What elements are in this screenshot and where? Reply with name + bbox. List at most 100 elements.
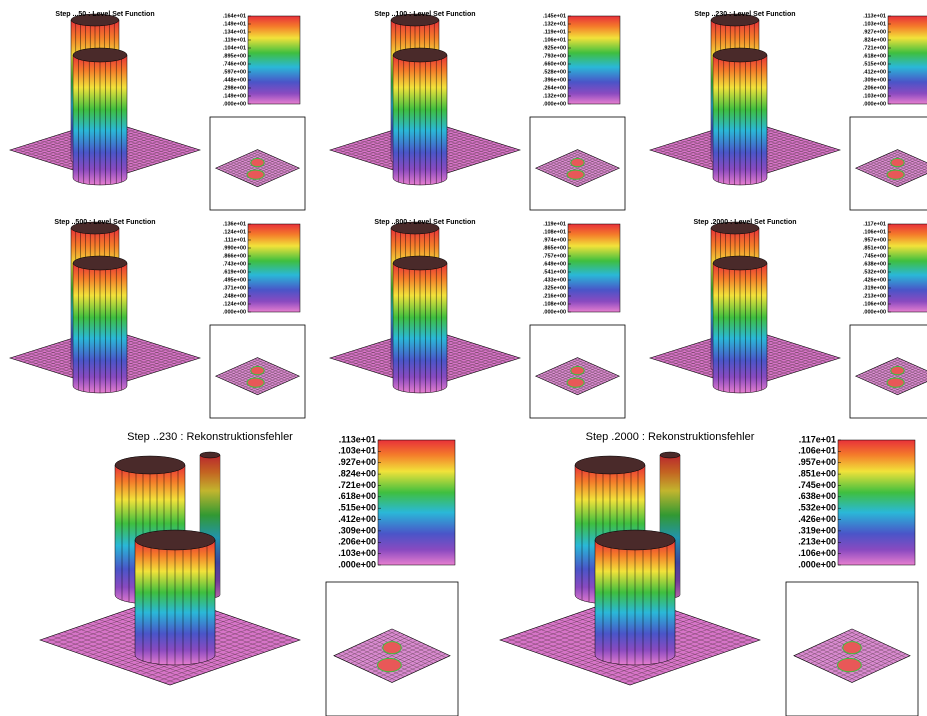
panel-title: Step ...50 : Level Set Function [55, 11, 154, 18]
colorbar-label: .619e+00 [223, 269, 246, 275]
surface-top [73, 48, 127, 62]
colorbar-label: .103e+01 [338, 446, 376, 456]
colorbar-label: .412e+00 [338, 514, 376, 524]
panel: Step .2000 : Level Set Function.117e+01.… [650, 219, 927, 418]
colorbar-label: .866e+00 [223, 253, 246, 259]
colorbar-label: .957e+00 [798, 457, 836, 467]
surface-top [660, 452, 680, 458]
colorbar-label: .106e+00 [863, 301, 886, 307]
colorbar [888, 224, 927, 312]
colorbar-label: .103e+01 [863, 21, 886, 27]
colorbar-label: .206e+00 [863, 85, 886, 91]
inset-blob [247, 170, 264, 179]
colorbar-label: .396e+00 [543, 77, 566, 83]
colorbar-label: .426e+00 [798, 514, 836, 524]
colorbar-label: .132e+01 [543, 21, 566, 27]
colorbar-label: .264e+00 [543, 85, 566, 91]
colorbar [378, 440, 455, 565]
colorbar-label: .117e+01 [799, 434, 836, 444]
inset-blob [843, 642, 861, 654]
colorbar-label: .925e+00 [543, 45, 566, 51]
inset-blob [571, 366, 584, 374]
colorbar-label: .104e+01 [223, 45, 246, 51]
colorbar-label: .541e+00 [543, 269, 566, 275]
surface-top [73, 256, 127, 270]
colorbar-label: .448e+00 [223, 77, 246, 83]
inset-blob [887, 170, 904, 179]
colorbar-label: .618e+00 [863, 53, 886, 59]
colorbar-label: .319e+00 [798, 525, 836, 535]
colorbar-label: .106e+01 [798, 446, 836, 456]
colorbar-label: .746e+00 [223, 61, 246, 67]
panel-title: Step ..800 : Level Set Function [374, 219, 475, 226]
colorbar-label: .113e+01 [863, 13, 886, 19]
colorbar-label: .106e+00 [798, 548, 836, 558]
colorbar-label: .532e+00 [798, 503, 836, 513]
colorbar-label: .000e+00 [543, 101, 566, 107]
surface-top [575, 456, 645, 474]
panel: Step ..230 : Rekonstruktionsfehler.113e+… [40, 431, 458, 716]
colorbar-label: .528e+00 [543, 69, 566, 75]
surface-top [595, 530, 675, 550]
colorbar-label: .119e+01 [223, 37, 246, 43]
colorbar [248, 224, 300, 312]
colorbar-label: .927e+00 [338, 457, 376, 467]
colorbar [888, 16, 927, 104]
colorbar-label: .597e+00 [223, 69, 246, 75]
colorbar-label: .974e+00 [543, 237, 566, 243]
colorbar-label: .371e+00 [223, 285, 246, 291]
inset-blob [567, 378, 584, 387]
colorbar-label: .134e+01 [223, 29, 246, 35]
colorbar-label: .495e+00 [223, 277, 246, 283]
colorbar [248, 16, 300, 104]
panel-title: Step ..230 : Level Set Function [694, 11, 795, 18]
colorbar-label: .957e+00 [863, 237, 886, 243]
colorbar-label: .660e+00 [543, 61, 566, 67]
panel: Step ..800 : Level Set Function.119e+01.… [330, 219, 625, 418]
colorbar-label: .319e+00 [863, 285, 886, 291]
colorbar-label: .149e+01 [223, 21, 246, 27]
colorbar-label: .000e+00 [798, 559, 836, 569]
colorbar-label: .213e+00 [798, 537, 836, 547]
colorbar-label: .145e+01 [543, 13, 566, 19]
panel-title: Step ..100 : Level Set Function [374, 11, 475, 18]
colorbar-label: .000e+00 [863, 101, 886, 107]
panel-title: Step ..500 : Level Set Function [54, 219, 155, 226]
panel: Step ..500 : Level Set Function .136e+01.… [10, 219, 305, 418]
colorbar-label: .103e+00 [338, 548, 376, 558]
surface-top [200, 452, 220, 458]
colorbar-label: .618e+00 [338, 491, 376, 501]
surface-top [393, 256, 447, 270]
colorbar-label: .111e+01 [224, 237, 247, 243]
colorbar-label: .119e+01 [543, 29, 566, 35]
colorbar-label: .000e+00 [863, 309, 886, 315]
colorbar-label: .532e+00 [863, 269, 886, 275]
colorbar-label: .000e+00 [543, 309, 566, 315]
inset-blob [887, 378, 904, 387]
colorbar-label: .757e+00 [543, 253, 566, 259]
surface-top [713, 48, 767, 62]
colorbar-label: .851e+00 [798, 468, 836, 478]
colorbar-label: .103e+00 [863, 93, 886, 99]
surface-top [713, 256, 767, 270]
colorbar-label: .743e+00 [223, 261, 246, 267]
figure: Step ...50 : Level Set Function.164e+01.… [0, 0, 927, 716]
colorbar-label: .136e+01 [223, 221, 246, 227]
inset-blob [567, 170, 584, 179]
colorbar-label: .412e+00 [863, 69, 886, 75]
colorbar-label: .721e+00 [863, 45, 886, 51]
colorbar-label: .309e+00 [338, 525, 376, 535]
colorbar-label: .851e+00 [863, 245, 886, 251]
colorbar-label: .721e+00 [338, 480, 376, 490]
colorbar-label: .515e+00 [338, 503, 376, 513]
colorbar [568, 224, 620, 312]
colorbar-label: .248e+00 [223, 293, 246, 299]
colorbar-label: .113e+01 [339, 434, 376, 444]
colorbar-label: .298e+00 [223, 85, 246, 91]
colorbar [568, 16, 620, 104]
panel-title: Step .2000 : Rekonstruktionsfehler [586, 431, 755, 443]
colorbar-label: .132e+00 [543, 93, 566, 99]
colorbar-label: .824e+00 [338, 468, 376, 478]
colorbar-label: .895e+00 [223, 53, 246, 59]
colorbar-label: .793e+00 [543, 53, 566, 59]
